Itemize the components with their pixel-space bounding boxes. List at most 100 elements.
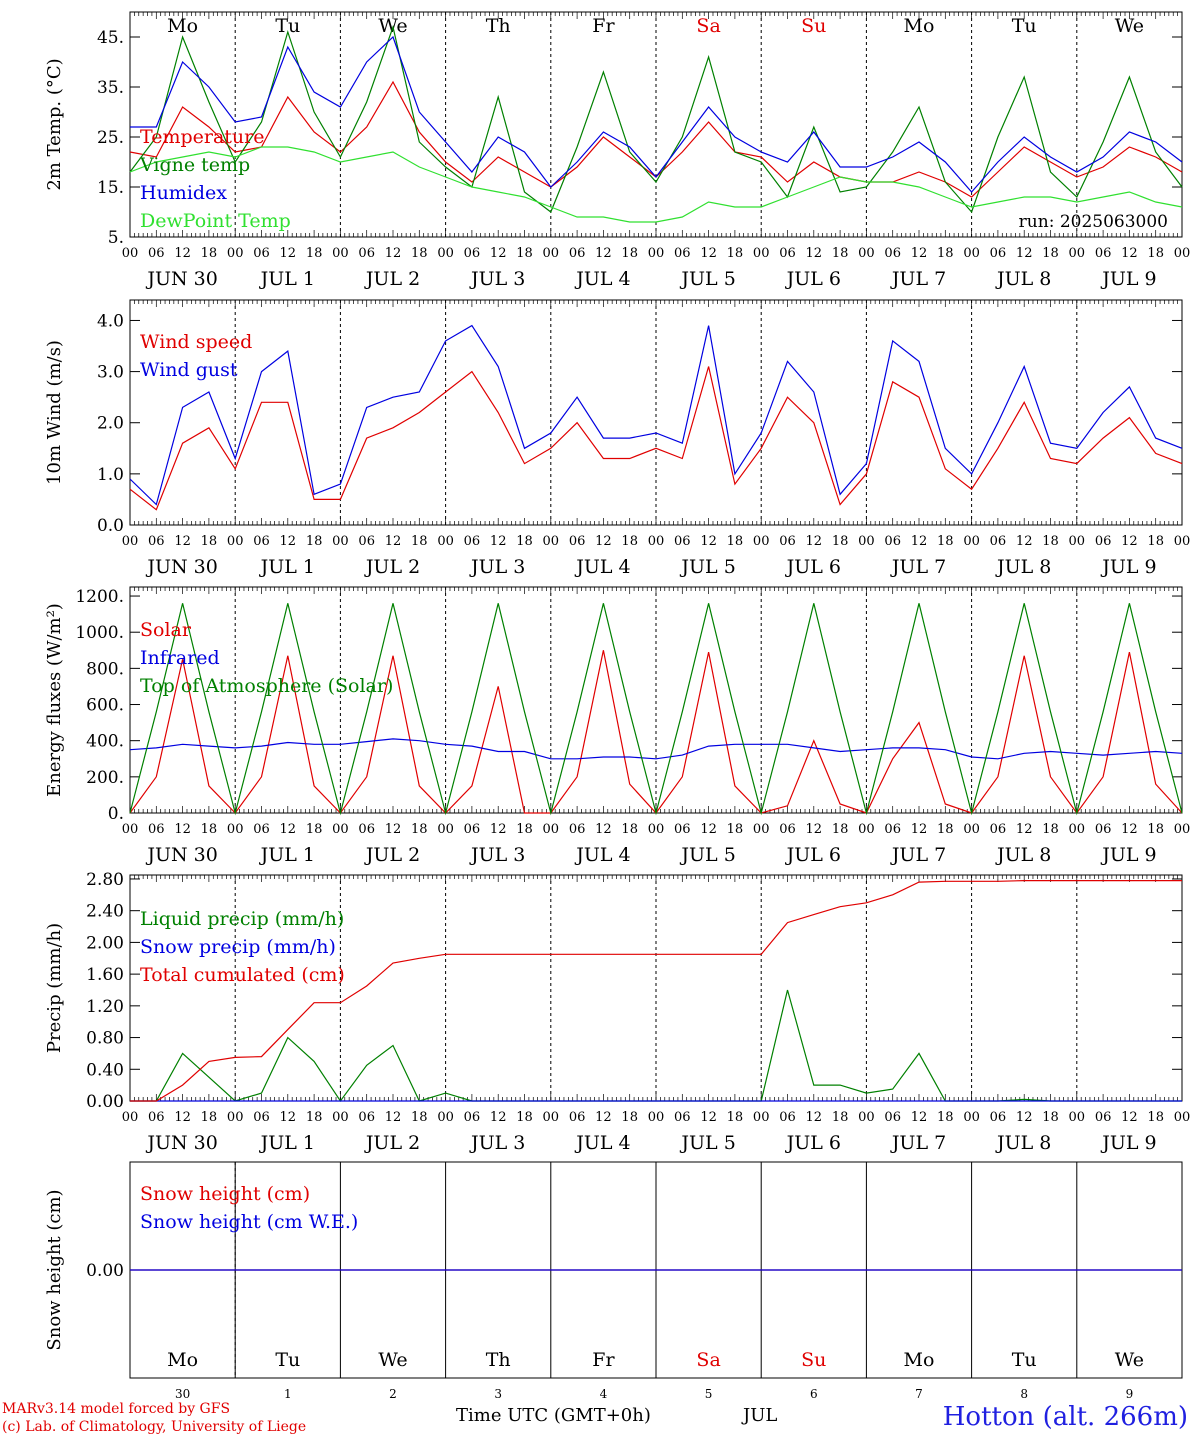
date-label: JUN 30: [145, 268, 217, 290]
hour-tick-label: 06: [464, 1110, 481, 1125]
date-label: JUN 30: [145, 1132, 217, 1154]
hour-tick-label: 12: [1016, 534, 1033, 549]
date-label: JUL 8: [995, 268, 1051, 290]
hour-tick-label: 12: [911, 534, 928, 549]
hour-tick-label: 06: [1095, 534, 1112, 549]
hour-tick-label: 18: [937, 246, 954, 261]
hour-tick-label: 06: [148, 1110, 165, 1125]
day-name: Su: [801, 15, 826, 37]
hour-tick-label: 00: [753, 246, 770, 261]
hour-tick-label: 18: [306, 534, 323, 549]
hour-tick-label: 18: [1042, 822, 1059, 837]
hour-tick-label: 18: [1147, 534, 1164, 549]
date-label: JUL 8: [995, 556, 1051, 578]
hour-tick-label: 12: [385, 1110, 402, 1125]
date-label: JUL 6: [785, 268, 841, 290]
hour-tick-label: 00: [963, 534, 980, 549]
hour-tick-label: 00: [122, 822, 139, 837]
y-tick-label: 2.00: [86, 933, 124, 953]
hour-tick-label: 18: [411, 246, 428, 261]
day-name: Sa: [696, 15, 720, 37]
date-label: JUL 1: [259, 844, 315, 866]
hour-tick-label: 18: [832, 534, 849, 549]
hour-tick-label: 06: [253, 1110, 270, 1125]
series-line-3: [130, 879, 1182, 1102]
hour-tick-label: 12: [806, 822, 823, 837]
legend-entry: Vigne temp: [139, 154, 250, 176]
hour-tick-label: 12: [174, 1110, 191, 1125]
hour-tick-label: 12: [700, 822, 717, 837]
hour-tick-label: 18: [621, 1110, 638, 1125]
date-label: JUL 5: [679, 1132, 735, 1154]
y-tick-label: 0.40: [86, 1060, 124, 1080]
date-label: JUL 6: [785, 844, 841, 866]
hour-tick-label: 00: [1069, 534, 1086, 549]
hour-tick-label: 06: [990, 822, 1007, 837]
hour-tick-label: 00: [122, 246, 139, 261]
y-axis-label: 2m Temp. (°C): [44, 58, 65, 190]
hour-tick-label: 06: [884, 246, 901, 261]
y-tick-label: 45.: [97, 28, 124, 48]
hour-tick-label: 18: [621, 246, 638, 261]
day-name: Mo: [167, 15, 198, 37]
hour-tick-label: 12: [595, 534, 612, 549]
date-label: JUL 2: [364, 268, 420, 290]
hour-tick-label: 18: [1147, 246, 1164, 261]
legend-entry: Snow height (cm W.E.): [140, 1211, 358, 1233]
legend-entry: Snow precip (mm/h): [140, 936, 336, 958]
y-tick-label: 600.: [86, 696, 124, 716]
hour-tick-label: 06: [884, 1110, 901, 1125]
date-label: JUL 7: [890, 556, 946, 578]
y-tick-label: 0.80: [86, 1029, 124, 1049]
hour-tick-label: 12: [280, 246, 297, 261]
hour-tick-label: 06: [253, 534, 270, 549]
hour-tick-label: 06: [569, 1110, 586, 1125]
hour-tick-label: 18: [411, 822, 428, 837]
day-number: 5: [705, 1387, 713, 1400]
hour-tick-label: 18: [516, 534, 533, 549]
date-label: JUL 4: [574, 844, 630, 866]
hour-tick-label: 06: [674, 822, 691, 837]
y-tick-label: 1.0: [97, 465, 124, 485]
day-name: We: [1115, 15, 1144, 37]
hour-tick-label: 06: [990, 246, 1007, 261]
date-label: JUL 7: [890, 268, 946, 290]
hour-tick-label: 12: [911, 246, 928, 261]
hour-tick-label: 12: [280, 1110, 297, 1125]
hour-tick-label: 06: [990, 1110, 1007, 1125]
y-axis-label: 10m Wind (m/s): [44, 340, 65, 485]
day-number: 2: [389, 1387, 397, 1400]
hour-tick-label: 06: [674, 1110, 691, 1125]
y-tick-label: 4.0: [97, 311, 124, 331]
hour-tick-label: 12: [1016, 1110, 1033, 1125]
hour-tick-label: 06: [779, 822, 796, 837]
hour-tick-label: 00: [648, 534, 665, 549]
legend-entry: Temperature: [140, 126, 264, 148]
hour-tick-label: 06: [148, 822, 165, 837]
date-label: JUL 2: [364, 556, 420, 578]
date-label: JUL 1: [259, 1132, 315, 1154]
hour-tick-label: 06: [779, 246, 796, 261]
hour-tick-label: 12: [490, 1110, 507, 1125]
hour-tick-label: 06: [1095, 246, 1112, 261]
hour-tick-label: 06: [464, 822, 481, 837]
x-axis-title: Time UTC (GMT+0h): [456, 1405, 651, 1426]
date-label: JUL 5: [679, 844, 735, 866]
series-line-3: [130, 35, 1183, 193]
hour-tick-label: 00: [648, 246, 665, 261]
hour-tick-label: 18: [727, 246, 744, 261]
hour-tick-label: 12: [1121, 246, 1138, 261]
hour-tick-label: 18: [937, 1110, 954, 1125]
hour-tick-label: 12: [1121, 1110, 1138, 1125]
y-tick-label: 0.0: [97, 516, 124, 536]
hour-tick-label: 00: [227, 246, 244, 261]
date-label: JUL 2: [364, 844, 420, 866]
date-label: JUL 4: [574, 1132, 630, 1154]
hour-tick-label: 18: [937, 822, 954, 837]
y-axis-label: Energy fluxes (W/m²): [44, 603, 65, 797]
date-label: JUL 4: [574, 556, 630, 578]
hour-tick-label: 00: [122, 534, 139, 549]
hour-tick-label: 18: [516, 1110, 533, 1125]
date-label: JUL 6: [785, 556, 841, 578]
